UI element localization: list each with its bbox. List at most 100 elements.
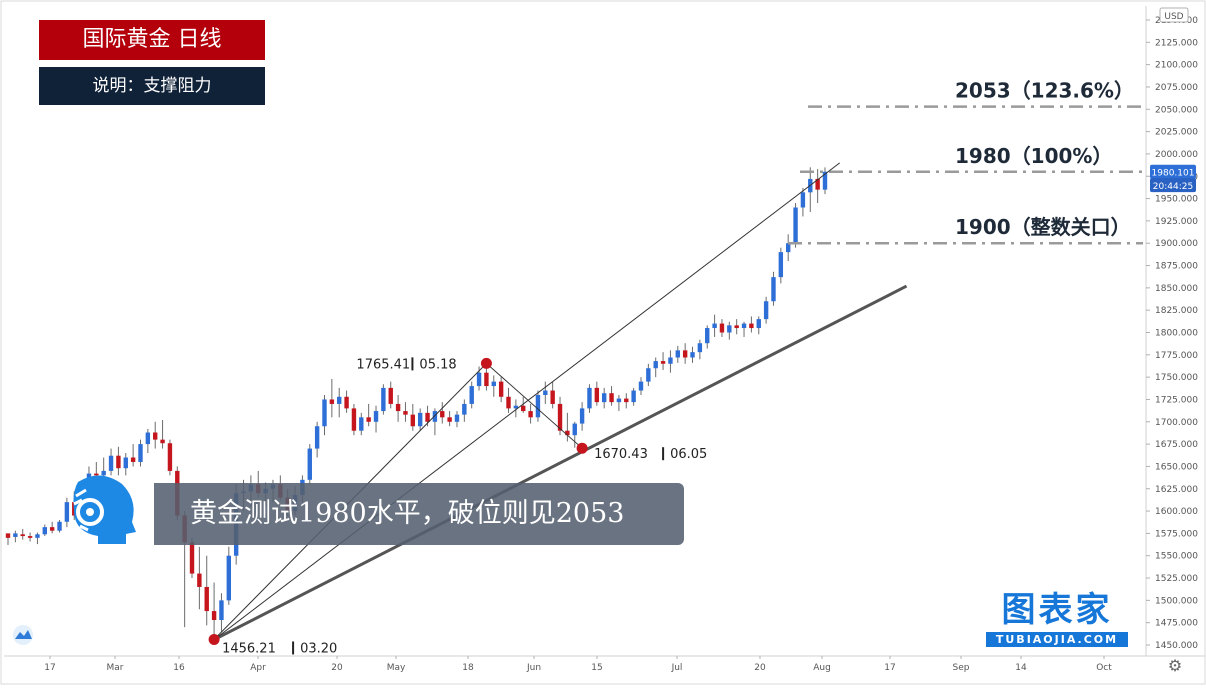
y-tick-label: 1850.000 (1155, 284, 1198, 294)
candle-body (579, 408, 585, 424)
x-tick-label: Aug (813, 663, 831, 673)
candle-body (675, 350, 680, 358)
support-trendline (213, 284, 908, 641)
candle-body (204, 586, 209, 612)
candle-body (337, 396, 342, 404)
candle-body (403, 411, 408, 415)
candle-body (543, 390, 548, 395)
x-tick-label: 20 (331, 663, 343, 673)
tradingview-logo-icon[interactable] (10, 624, 36, 646)
pivot-price-label: 1670.43 (594, 447, 648, 462)
x-tick-label: 15 (591, 663, 602, 673)
y-tick-label: 1950.000 (1155, 195, 1198, 205)
candle-body (528, 411, 533, 418)
robot-head-icon (73, 475, 136, 544)
candle-body (690, 352, 695, 358)
candle-body (101, 470, 106, 476)
y-tick-label: 1700.000 (1155, 418, 1198, 428)
pivot-price-label: 1765.41 (356, 357, 410, 372)
candle-body (395, 403, 401, 412)
y-tick-label: 1650.000 (1155, 462, 1198, 472)
candle-body (123, 457, 128, 469)
candle-body (624, 398, 629, 403)
candle-body (815, 178, 820, 190)
x-tick-label: Jun (526, 663, 541, 673)
candle-body (322, 399, 327, 427)
candle-body (64, 502, 70, 522)
candle-body (616, 398, 622, 403)
chart-caption: 黄金测试1980水平，破位则见2053 (154, 483, 684, 545)
candle-body (314, 426, 320, 449)
y-tick-label: 1750.000 (1155, 373, 1198, 383)
x-tick-label: 14 (1015, 663, 1027, 673)
candle-body (565, 430, 570, 436)
channel-trendline (213, 162, 841, 641)
candle-body (734, 325, 739, 329)
candle-body (167, 443, 173, 471)
y-tick-label: 1825.000 (1155, 306, 1198, 316)
candle-body (535, 395, 541, 418)
candle-body (35, 534, 40, 538)
candle-body (108, 455, 114, 471)
pivot-marker (480, 357, 492, 369)
candle-body (94, 473, 99, 476)
price-tag-label: 20:44:25 (1153, 182, 1193, 192)
candle-body (462, 403, 467, 415)
candle-body (388, 387, 393, 404)
candle-body (594, 387, 600, 403)
y-tick-label: 1875.000 (1155, 262, 1198, 272)
y-tick-label: 2025.000 (1155, 128, 1198, 138)
candle-body (491, 381, 496, 387)
candle-body (42, 527, 48, 535)
candle-body (476, 372, 482, 387)
candle-body (712, 323, 717, 329)
candle-body (771, 277, 776, 302)
candle-body (727, 325, 732, 333)
candle-body (344, 396, 349, 409)
candle-body (425, 412, 430, 422)
candle-body (447, 417, 452, 422)
candle-body (668, 357, 673, 364)
pivot-date-label: 06.05 (670, 447, 707, 462)
candle-body (13, 533, 18, 537)
candle-body (366, 417, 371, 422)
candle-body (432, 411, 438, 422)
candle-body (145, 432, 151, 445)
settings-gear-icon[interactable]: ⚙ (1167, 656, 1183, 675)
candle-body (638, 381, 644, 391)
price-tag-box (1150, 178, 1196, 193)
candle-body (646, 368, 651, 382)
candle-body (484, 372, 489, 387)
candle-body (116, 455, 121, 469)
candle-body (749, 323, 754, 329)
candle-body (197, 573, 202, 587)
currency-label: USD (1164, 12, 1183, 22)
brand-logo: 图表家 TUBIAOJIA.COM (986, 590, 1128, 650)
candle-body (359, 417, 364, 431)
y-tick-label: 1675.000 (1155, 440, 1198, 450)
candle-body (440, 411, 445, 418)
y-tick-label: 2000.000 (1155, 150, 1198, 160)
y-tick-label: 1900.000 (1155, 239, 1198, 249)
candle-body (454, 414, 460, 422)
candle-body (20, 534, 25, 537)
candle-body (506, 396, 511, 409)
y-tick-label: 1725.000 (1155, 395, 1198, 405)
candle-body (822, 171, 828, 190)
x-tick-label: Mar (107, 663, 124, 673)
candle-body (800, 192, 806, 208)
candle-body (587, 387, 592, 409)
pivot-marker (576, 442, 588, 454)
candle-body (27, 536, 33, 538)
y-tick-label: 1500.000 (1155, 596, 1198, 606)
candle-body (351, 408, 357, 431)
pivot-marker (208, 633, 220, 645)
y-tick-label: 1525.000 (1155, 574, 1198, 584)
candle-body (660, 361, 666, 364)
price-tag-label: 1980.101 (1152, 169, 1195, 179)
y-tick-label: 1450.000 (1155, 641, 1198, 651)
candle-body (763, 301, 769, 320)
candle-body (697, 343, 703, 353)
